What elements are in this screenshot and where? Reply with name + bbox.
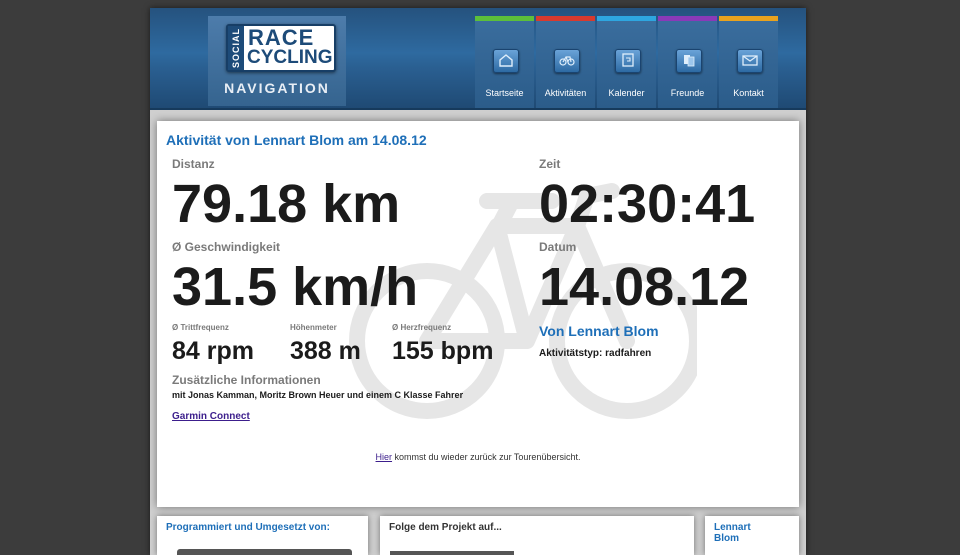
footer-programmed-title: Programmiert und Umgesetzt von: [166,522,330,533]
elevation-label: Höhenmeter [290,323,337,332]
mail-icon [737,49,763,73]
bicycle-icon [554,49,580,73]
author-name: Von Lennart Blom [539,323,659,339]
footer-follow-title: Folge dem Projekt auf... [389,522,502,533]
date-label: Datum [539,240,577,254]
footer-follow: Folge dem Projekt auf... [380,516,694,555]
heartrate-value: 155 bpm [392,337,494,365]
speed-label: Ø Geschwindigkeit [172,240,281,254]
heartrate-label: Ø Herzfrequenz [392,323,452,332]
back-link[interactable]: Hier [375,452,393,462]
back-line: Hier kommst du wieder zurück zur Tourenü… [157,452,799,462]
footer-logo-strip [177,549,352,555]
bicycle-watermark [349,183,697,419]
footer-programmed: Programmiert und Umgesetzt von: [157,516,368,555]
back-text: kommst du wieder zurück zur Tourenübersi… [392,452,581,462]
speed-value: 31.5 km/h [172,257,419,317]
main-nav: Startseite Aktivitäten Kalender Freunde … [475,16,780,108]
time-label: Zeit [539,157,561,171]
footer-user-last: Blom [714,533,739,544]
calendar-icon [615,49,641,73]
nav-label: Kontakt [733,88,764,98]
nav-kontakt[interactable]: Kontakt [719,16,778,108]
footer-user: Lennart Blom [705,516,799,555]
extra-info-label: Zusätzliche Informationen [172,373,321,387]
nav-label: Kalender [608,88,645,98]
distance-label: Distanz [172,157,215,171]
nav-label: Freunde [670,88,705,98]
activity-type: Aktivitätstyp: radfahren [539,348,652,359]
footer-user-name[interactable]: Lennart Blom [714,522,751,544]
logo-social-text: SOCIAL [231,27,242,69]
nav-freunde[interactable]: Freunde [658,16,717,108]
cadence-label: Ø Trittfrequenz [172,323,229,332]
nav-aktivitaeten[interactable]: Aktivitäten [536,16,595,108]
activity-panel: Aktivität von Lennart Blom am 14.08.12 D… [157,121,799,507]
cadence-value: 84 rpm [172,337,254,365]
nav-kalender[interactable]: Kalender [597,16,656,108]
extra-info-text: mit Jonas Kamman, Moritz Brown Heuer und… [172,390,464,400]
nav-startseite[interactable]: Startseite [475,16,534,108]
friends-icon [676,49,702,73]
activity-title: Aktivität von Lennart Blom am 14.08.12 [166,132,427,148]
home-icon [493,49,519,73]
footer-user-first: Lennart [714,522,751,533]
logo: SOCIAL RACE CYCLING [226,24,336,72]
nav-label: Startseite [485,88,524,98]
time-value: 02:30:41 [539,174,756,234]
date-value: 14.08.12 [539,257,750,317]
nav-label: Aktivitäten [544,88,587,98]
elevation-value: 388 m [290,337,361,365]
navigation-label: NAVIGATION [224,80,330,96]
logo-navigation[interactable]: SOCIAL RACE CYCLING NAVIGATION [208,16,346,106]
logo-cycling-text: CYCLING [247,47,333,68]
header: SOCIAL RACE CYCLING NAVIGATION Startseit… [150,8,806,110]
footer-follow-strip [390,551,514,555]
distance-value: 79.18 km [172,174,401,234]
garmin-connect-link[interactable]: Garmin Connect [172,411,250,422]
logo-race-text: RACE [248,25,315,50]
